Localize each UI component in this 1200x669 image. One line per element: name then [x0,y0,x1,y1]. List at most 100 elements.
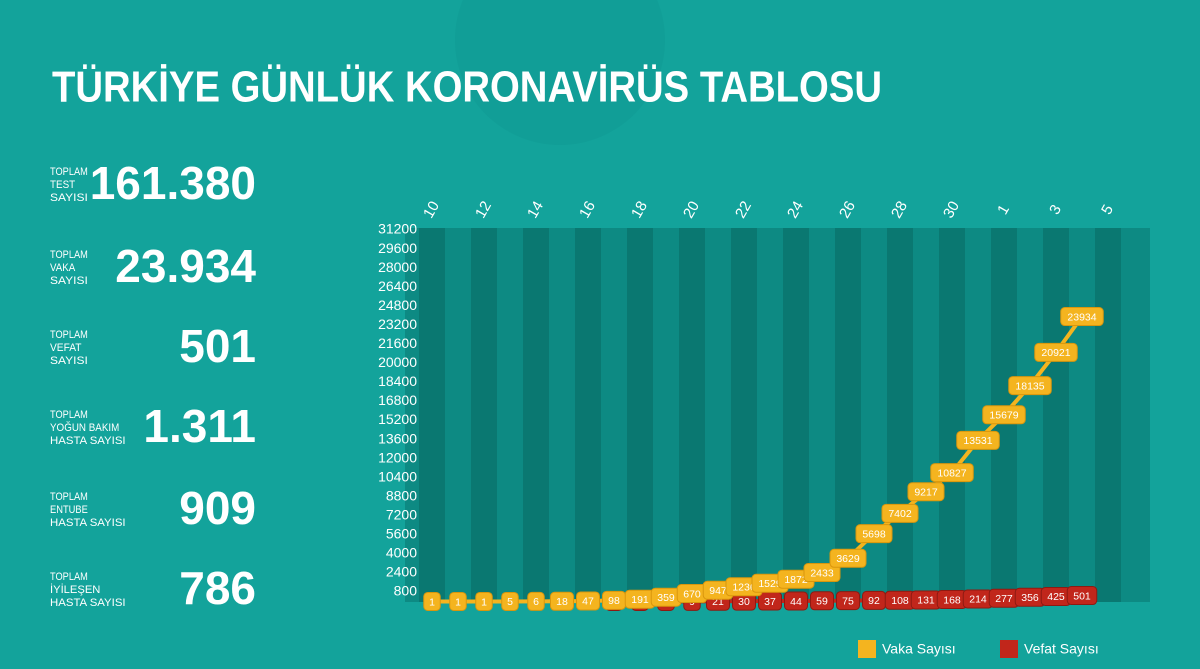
data-point [982,405,1026,425]
column-stripe [913,228,939,602]
data-label: 191 [631,594,649,606]
stat-label: HASTA SAYISI [50,597,126,609]
data-label: 1 [429,596,435,608]
y-tick-label: 15200 [378,411,417,427]
data-label: 1 [481,596,487,608]
column-stripe [705,228,731,602]
y-tick-label: 20000 [378,354,417,370]
stat-label: TOPLAM [50,249,88,261]
data-label: 98 [608,595,620,607]
x-tick-label: 10 [420,198,443,221]
x-tick-label: 14 [524,198,547,221]
data-label: 168 [943,594,961,606]
legend-label: Vaka Sayısı [882,641,956,657]
column-stripe [783,228,809,602]
data-label: 47 [582,596,594,608]
x-tick-label: 30 [940,198,963,221]
column-stripe [679,228,705,602]
data-label: 359 [657,592,675,604]
column-stripe [497,228,523,602]
x-tick-label: 26 [836,198,859,221]
data-point [907,482,945,502]
stat-label: TEST [50,179,75,191]
data-label: 37 [764,596,776,608]
column-stripe [575,228,601,602]
data-label: 75 [842,595,854,607]
data-point [855,524,893,544]
stat-label: HASTA SAYISI [50,435,126,447]
x-tick-label: 24 [784,198,807,221]
data-label: 5 [507,596,513,608]
y-tick-label: 28000 [378,259,417,275]
stat-label: TOPLAM [50,329,88,341]
data-point [784,591,808,611]
data-point [1008,376,1052,396]
stat-label: YOĞUN BAKIM [50,421,119,434]
y-tick-label: 12000 [378,449,417,465]
data-label: 30 [738,596,750,608]
y-tick-label: 26400 [378,278,417,294]
title: TÜRKİYE GÜNLÜK KORONAVİRÜS TABLOSU [52,63,882,112]
data-point [550,591,574,611]
stat-value: 786 [179,562,256,614]
column-stripe [757,228,783,602]
y-tick-label: 18400 [378,373,417,389]
data-point [881,503,919,523]
x-tick-label: 20 [680,198,703,221]
data-point [527,591,545,611]
data-label: 5698 [862,528,886,540]
data-label: 277 [995,593,1013,605]
y-tick-label: 31200 [378,221,417,237]
y-tick-label: 16800 [378,392,417,408]
x-tick-label: 28 [888,198,911,221]
y-tick-label: 4000 [386,545,417,561]
data-point [803,563,841,583]
data-label: 6 [533,596,539,608]
stat-value: 501 [179,320,256,372]
data-label: 501 [1073,590,1091,602]
column-stripe [809,228,835,602]
stat-value: 1.311 [143,400,256,452]
data-label: 10827 [937,467,966,479]
data-label: 425 [1047,591,1065,603]
column-stripe [419,228,445,602]
data-label: 9217 [914,487,938,499]
y-tick-label: 21600 [378,335,417,351]
data-point [1066,586,1098,606]
column-stripe [887,228,913,602]
y-tick-label: 800 [394,583,418,599]
x-tick-label: 18 [628,198,651,221]
data-label: 1872 [784,574,808,586]
x-tick-label: 12 [472,198,495,221]
legend-swatch [1000,640,1018,658]
stat-label: TOPLAM [50,491,88,503]
y-tick-label: 24800 [378,297,417,313]
data-label: 1 [455,596,461,608]
column-stripe [1069,228,1095,602]
data-label: 356 [1021,592,1039,604]
stat-label: TOPLAM [50,409,88,421]
data-label: 947 [709,585,727,597]
data-label: 214 [969,594,987,606]
column-stripe [627,228,653,602]
y-tick-label: 23200 [378,316,417,332]
column-stripe [601,228,627,602]
data-point [1060,307,1104,327]
virus-decor [455,0,665,145]
column-stripe [445,228,471,602]
data-point [576,591,600,611]
column-stripe [523,228,549,602]
stat-label: SAYISI [50,192,88,204]
data-label: 131 [917,595,935,607]
data-point [829,548,867,568]
stat-value: 161.380 [90,157,256,209]
stat-label: VEFAT [50,342,82,354]
data-point [956,430,1000,450]
stat-label: VAKA [50,262,76,274]
data-point [810,591,834,611]
data-label: 2433 [810,567,834,579]
data-label: 1529 [758,578,782,590]
data-point [930,463,974,483]
data-label: 59 [816,596,828,608]
data-label: 3629 [836,553,860,565]
